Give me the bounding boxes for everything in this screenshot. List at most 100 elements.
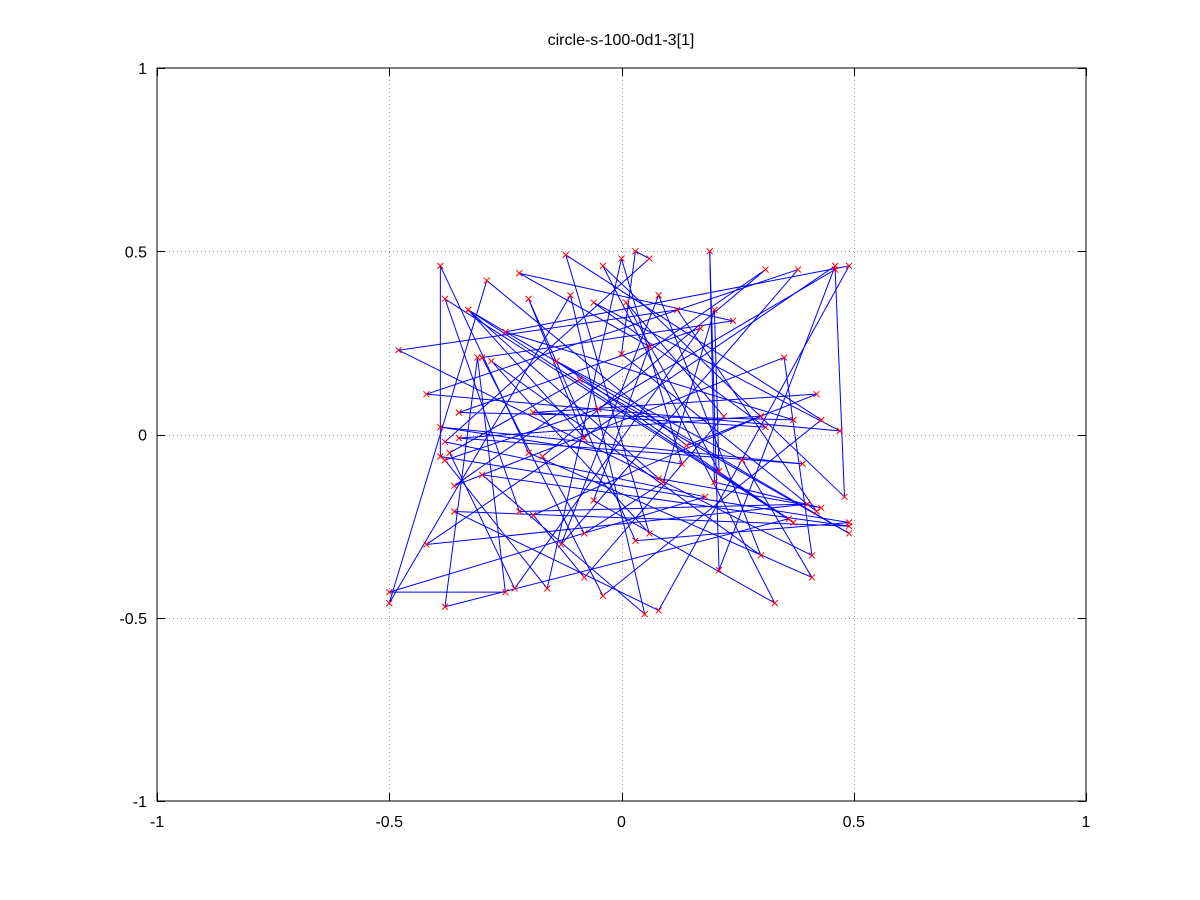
path-segment xyxy=(449,452,516,589)
path-segment xyxy=(625,302,720,472)
data-point-marker xyxy=(729,317,737,325)
y-tick-label: -1 xyxy=(133,794,147,811)
plot-frame xyxy=(156,67,1087,802)
data-point-marker xyxy=(478,471,486,479)
x-tick-labels: -1 -0.5 0 0.5 1 xyxy=(150,814,1091,831)
path-segment xyxy=(583,415,725,578)
path-segment xyxy=(453,269,766,487)
data-point-marker xyxy=(488,357,495,365)
path-segment xyxy=(444,518,789,608)
path-segment xyxy=(444,298,520,512)
data-point-marker xyxy=(738,456,746,464)
path-segment xyxy=(467,309,850,534)
data-point-marker xyxy=(474,354,481,361)
data-point-marker xyxy=(711,306,718,314)
path-segment xyxy=(528,298,585,439)
path-segment xyxy=(486,280,687,446)
path-segment xyxy=(454,511,659,611)
path-segment xyxy=(533,412,766,428)
x-tick-label: 0 xyxy=(617,814,626,831)
path-segment xyxy=(519,272,734,322)
data-point-marker xyxy=(841,493,848,501)
data-point-marker xyxy=(794,266,802,273)
data-point-marker xyxy=(697,324,704,332)
x-tick-label: 0.5 xyxy=(843,814,865,831)
path-segment xyxy=(658,477,822,509)
data-point-marker xyxy=(655,291,663,299)
data-point-marker xyxy=(720,412,728,420)
data-point-marker xyxy=(580,574,588,581)
path-layer xyxy=(388,250,850,615)
data-point-marker xyxy=(502,588,509,596)
data-point-marker xyxy=(817,504,825,512)
x-tick-label: -0.5 xyxy=(375,814,403,831)
path-segment xyxy=(635,250,650,260)
data-point-marker xyxy=(845,530,853,537)
path-segment xyxy=(426,393,840,432)
data-point-marker xyxy=(594,405,602,413)
data-point-marker xyxy=(539,453,546,460)
data-point-marker xyxy=(553,357,560,365)
path-segment xyxy=(444,357,479,607)
path-segment xyxy=(389,496,706,593)
data-point-marker xyxy=(813,508,820,515)
path-segment xyxy=(467,309,585,439)
data-point-marker xyxy=(525,449,532,457)
data-point-marker xyxy=(845,519,853,526)
path-segment xyxy=(444,408,599,461)
path-segment xyxy=(602,419,822,597)
path-segment xyxy=(533,393,817,414)
data-point-marker xyxy=(580,434,588,442)
data-point-marker xyxy=(817,416,825,424)
path-segment xyxy=(491,360,762,556)
data-point-marker xyxy=(618,255,625,262)
data-point-marker xyxy=(831,266,839,273)
data-point-marker xyxy=(590,299,597,306)
data-point-marker xyxy=(515,508,523,515)
path-segment xyxy=(519,272,650,347)
data-point-marker xyxy=(576,376,584,383)
path-segment xyxy=(621,353,817,512)
data-point-marker xyxy=(529,409,537,416)
path-segment xyxy=(658,265,850,611)
data-point-marker xyxy=(455,409,463,416)
data-point-marker xyxy=(715,566,723,574)
path-segment xyxy=(533,415,762,516)
path-segment xyxy=(546,258,622,589)
data-point-marker xyxy=(646,255,653,262)
path-segment xyxy=(556,360,743,461)
data-point-marker xyxy=(701,493,709,501)
path-segment xyxy=(602,265,776,604)
data-point-marker xyxy=(562,251,570,259)
path-segment xyxy=(569,295,646,615)
data-point-marker xyxy=(385,599,393,607)
path-segment xyxy=(625,302,725,417)
path-segment xyxy=(444,258,650,443)
data-point-marker xyxy=(790,416,797,424)
path-segment xyxy=(834,269,845,497)
path-segment xyxy=(481,357,604,596)
y-tick-label: 0.5 xyxy=(125,244,147,261)
path-segment xyxy=(621,251,636,354)
data-point-marker xyxy=(706,247,714,255)
data-point-marker xyxy=(762,423,769,431)
path-segment xyxy=(458,412,794,421)
path-segment xyxy=(565,254,822,421)
path-segment xyxy=(528,298,636,541)
path-segment xyxy=(444,459,548,589)
data-point-marker xyxy=(673,306,681,314)
data-point-marker xyxy=(395,346,402,354)
path-segment xyxy=(676,309,818,512)
data-point-marker xyxy=(580,530,588,537)
data-point-marker xyxy=(808,574,816,581)
path-segment xyxy=(783,357,813,556)
data-point-marker xyxy=(659,478,667,486)
data-point-marker xyxy=(836,427,844,435)
data-point-marker xyxy=(450,482,458,490)
data-point-marker xyxy=(529,511,537,519)
path-segment xyxy=(454,510,850,527)
data-point-marker xyxy=(646,530,653,537)
data-point-marker xyxy=(525,295,532,303)
path-segment xyxy=(714,481,822,509)
